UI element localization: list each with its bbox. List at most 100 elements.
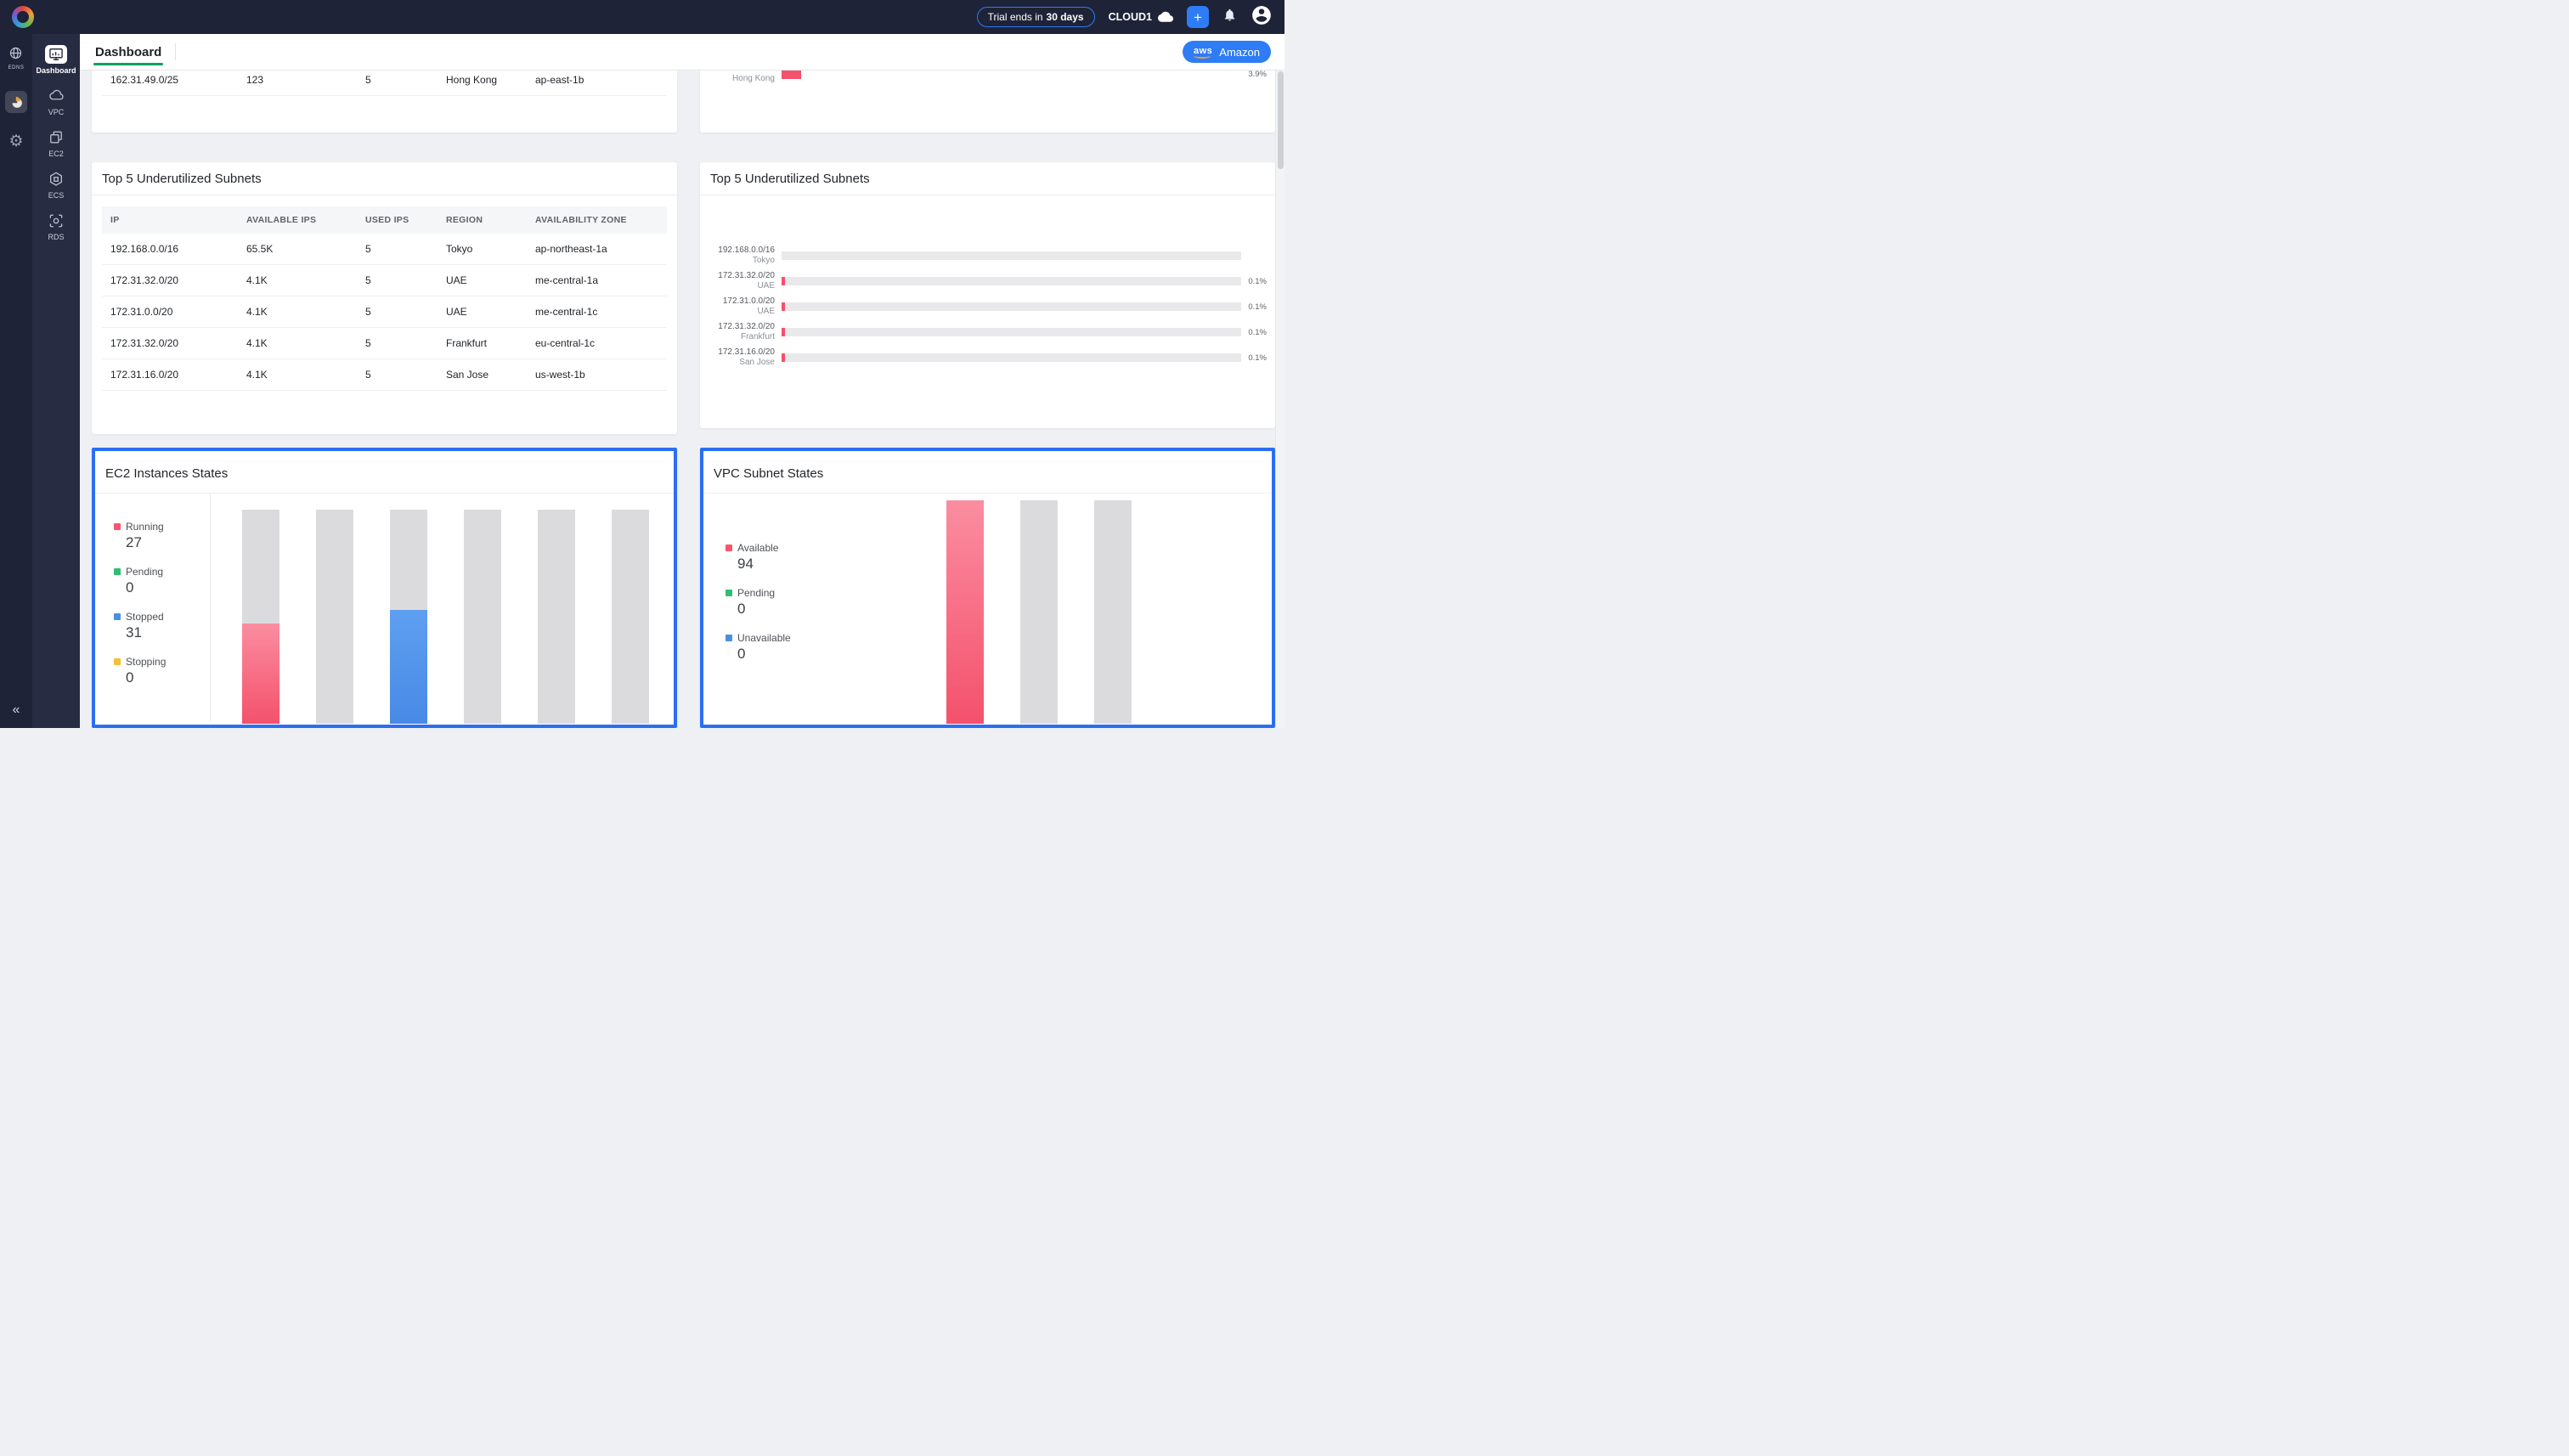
nav-item-rds[interactable]: RDS [32,212,80,241]
bar-fill [782,70,802,79]
cloud-account-selector[interactable]: CLOUD1 [1109,10,1173,25]
cell-used-ips: 5 [357,327,438,359]
ec2-bar [538,510,575,724]
ec2-bar-accent [390,610,427,724]
user-menu-button[interactable] [1251,4,1273,31]
nav-label: ECS [48,191,65,200]
bar-value-label: 0.1% [1248,353,1267,363]
utilized-subnets-table-card: 162.31.49.0/25 123 5 Hong Kong ap-east-1… [92,70,677,133]
trial-badge[interactable]: Trial ends in 30 days [976,7,1095,27]
legend-swatch [726,635,732,641]
subnet-bar-row: 172.31.32.0/20 Frankfurt 0.1% [709,319,1267,345]
vpc-bar-accent [946,500,984,724]
cell-region: Hong Kong [438,70,527,96]
app-logo[interactable] [12,6,34,28]
vpc-legend: Available 94 Pending 0 Unavailable 0 [703,494,943,721]
table-header-row: IP AVAILABLE IPS USED IPS REGION AVAILAB… [102,206,667,234]
table-row: 172.31.32.0/20 4.1K 5 Frankfurt eu-centr… [102,327,667,359]
legend-value: 0 [737,601,746,617]
bar-value-label: 0.1% [1248,302,1267,312]
legend-item-stopping: Stopping 0 [114,656,210,686]
globe-dns-icon [8,46,23,65]
cell-zone: us-west-1b [527,358,667,391]
rail-item-settings[interactable]: ⚙ [8,133,23,150]
add-button[interactable]: + [1187,6,1209,28]
notifications-button[interactable] [1222,7,1237,27]
card-title: Top 5 Underutilized Subnets [700,162,1275,195]
nav-item-vpc[interactable]: VPC [32,87,80,116]
pie-chart-icon [5,91,27,113]
subnet-ip-label: 172.31.32.0/20 [718,271,775,280]
cell-available-ips: 4.1K [238,296,357,328]
subnet-bar-row: 162.31.49.0/25 Hong Kong 3.9% [709,70,1267,87]
ec2-layers-icon [45,128,67,147]
nav-item-ec2[interactable]: EC2 [32,128,80,158]
provider-button-amazon[interactable]: aws Amazon [1183,41,1271,63]
rail-item-costs[interactable] [5,91,27,113]
cell-available-ips: 4.1K [238,327,357,359]
subnet-region-label: UAE [757,307,775,316]
legend-item-running: Running 27 [114,521,210,551]
cell-ip: 162.31.49.0/25 [102,70,238,96]
subnet-ip-label: 192.168.0.0/16 [718,245,775,255]
ec2-bar [390,510,427,724]
nav-label: RDS [48,233,65,241]
table-row: 172.31.0.0/20 4.1K 5 UAE me-central-1c [102,296,667,328]
legend-swatch [114,658,121,665]
legend-label: Unavailable [737,632,791,644]
nav-item-dashboard[interactable]: Dashboard [32,45,80,75]
rail-item-edns[interactable]: EDNS [8,46,25,71]
cell-available-ips: 65.5K [238,234,357,265]
legend-value: 0 [126,669,134,686]
cell-ip: 172.31.32.0/20 [102,264,238,296]
cell-available-ips: 4.1K [238,358,357,391]
vpc-bar [946,500,984,724]
ec2-legend: Running 27 Pending 0 Stopped 31 [95,494,211,721]
tab-dashboard[interactable]: Dashboard [93,36,164,68]
ecs-hexagon-icon [45,170,67,189]
underutilized-subnets-table: IP AVAILABLE IPS USED IPS REGION AVAILAB… [102,206,667,391]
legend-label: Stopping [126,656,167,668]
cell-zone: eu-central-1c [527,327,667,359]
subnet-ip-label: 172.31.0.0/20 [722,296,775,306]
subnet-bar-row: 172.31.0.0/20 UAE 0.1% [709,294,1267,319]
subnet-ip-label: 172.31.16.0/20 [718,347,775,357]
edns-label: EDNS [8,65,25,71]
service-nav: Dashboard VPC EC2 ECS RDS [32,34,80,728]
subnet-region-label: Frankfurt [740,332,775,341]
vpc-cloud-icon [45,87,67,105]
vpc-bar [1020,500,1058,724]
card-title: EC2 Instances States [95,451,674,494]
legend-value: 0 [126,579,134,595]
app-window: Trial ends in 30 days CLOUD1 + [0,0,1284,728]
sidebar-collapse-button[interactable]: « [12,703,20,717]
subnet-ip-label: 172.31.32.0/20 [718,322,775,331]
topbar: Trial ends in 30 days CLOUD1 + [0,0,1284,34]
table-row: 192.168.0.0/16 65.5K 5 Tokyo ap-northeas… [102,234,667,265]
dashboard-icon [45,45,67,64]
underutilized-subnets-table-card: Top 5 Underutilized Subnets IP AVAILABLE… [92,162,677,434]
legend-label: Running [126,521,164,533]
cell-zone: ap-east-1b [527,70,667,96]
ec2-bar [242,510,279,724]
cell-available-ips: 4.1K [238,264,357,296]
cell-used-ips: 5 [357,234,438,265]
scrollbar-thumb[interactable] [1278,71,1284,169]
trial-days: 30 days [1046,11,1084,23]
scrollbar-track[interactable] [1275,70,1284,728]
cell-region: San Jose [438,358,527,391]
page-header: Dashboard aws Amazon [80,34,1284,70]
bar-track [782,353,1241,362]
card-title: Top 5 Underutilized Subnets [92,162,677,195]
cell-region: Frankfurt [438,327,527,359]
cell-region: UAE [438,264,527,296]
legend-item-pending: Pending 0 [726,587,943,618]
bar-track [782,328,1241,336]
legend-value: 27 [126,534,142,550]
cell-used-ips: 5 [357,70,438,96]
nav-item-ecs[interactable]: ECS [32,170,80,200]
bar-fill [782,353,785,362]
provider-label: Amazon [1219,45,1260,59]
legend-value: 94 [737,556,754,572]
cell-used-ips: 5 [357,296,438,328]
